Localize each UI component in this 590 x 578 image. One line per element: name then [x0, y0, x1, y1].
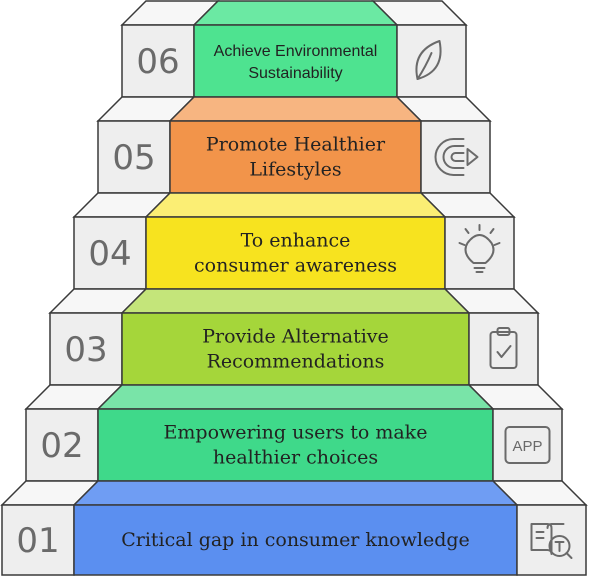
center-tread [120, 288, 471, 314]
label-panel [145, 216, 446, 290]
book-search-icon [530, 523, 573, 559]
step-number: 06 [136, 42, 179, 82]
step-label-line: Promote Healthier [206, 134, 386, 156]
icon-panel [396, 24, 467, 98]
number-panel [73, 216, 147, 290]
step-number: 05 [112, 138, 155, 178]
step-label-line: To enhance [241, 230, 351, 252]
lightbulb-icon [458, 224, 501, 273]
center-tread [96, 384, 495, 410]
step-label-line: consumer awareness [194, 255, 397, 277]
step-03: 03 Provide Alternative Recommendations [48, 288, 540, 386]
step-04: 04 To enhance consumer awareness [72, 192, 516, 290]
center-tread [144, 192, 447, 218]
step-02: 02 Empowering users to make healthier choi… [24, 384, 564, 482]
step-label-line: Critical gap in consumer knowledge [121, 529, 470, 551]
step-01: 01 Critical gap in consumer knowledge [0, 480, 588, 576]
center-tread [168, 96, 423, 122]
label-panel [193, 24, 398, 98]
label-panel [121, 312, 470, 386]
label-panel [97, 408, 494, 482]
step-label-line: Recommendations [207, 351, 385, 373]
icon-panel [468, 312, 539, 386]
step-05: 05 Promote Healthier Lifestyles [96, 96, 492, 194]
step-label-line: Empowering users to make [164, 422, 428, 444]
step-label-line: healthier choices [213, 447, 378, 469]
step-label-line: Achieve Environmental [214, 43, 378, 60]
step-label-line: Lifestyles [249, 159, 341, 181]
app-icon-text: APP [512, 438, 542, 455]
icon-panel [420, 120, 491, 194]
number-panel [121, 24, 195, 98]
step-number: 01 [16, 521, 59, 561]
leaf-icon [415, 40, 442, 80]
app-icon: APP [504, 426, 551, 464]
center-tread [192, 0, 399, 26]
label-panel [169, 120, 422, 194]
label-panel [73, 504, 518, 576]
target-arrow-icon [434, 138, 479, 176]
number-panel [1, 504, 75, 576]
step-label-line: Provide Alternative [202, 326, 389, 348]
center-tread [72, 480, 519, 506]
step-number: 04 [88, 234, 131, 274]
step-number: 03 [64, 330, 107, 370]
step-label-line: Sustainability [248, 65, 342, 82]
step-06: 06 Achieve Environmental Sustainability [120, 0, 468, 98]
number-panel [97, 120, 171, 194]
clipboard-check-icon [489, 327, 518, 369]
step-number: 02 [40, 426, 83, 466]
